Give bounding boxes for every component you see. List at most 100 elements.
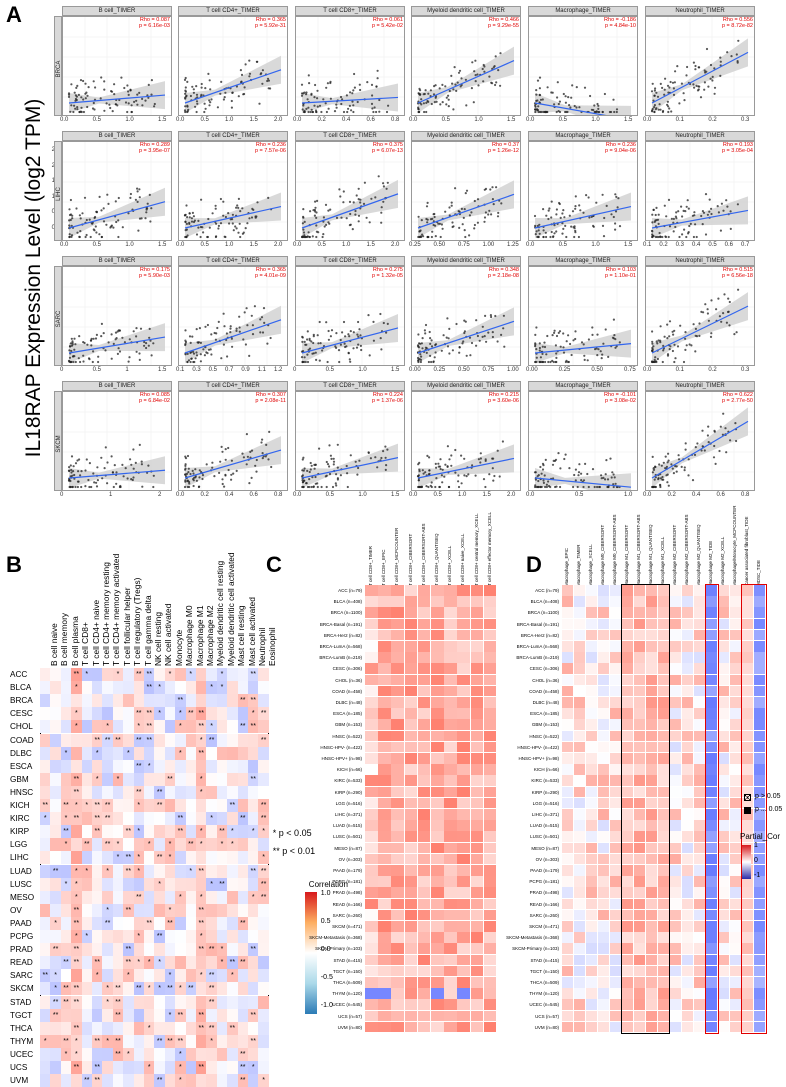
heatmap-cell [365,797,378,809]
data-point [309,110,312,114]
plot-area [178,141,288,241]
data-point [473,227,476,230]
heatmap-cell [227,812,238,826]
data-point [355,194,358,197]
heatmap-cell [378,596,391,607]
heatmap-cell [598,876,610,887]
heatmap-cell [444,999,457,1010]
heatmap-cell [610,954,622,966]
data-point [313,104,316,107]
data-point [668,86,671,89]
rho-value: Rho = 0.193 [722,142,753,148]
data-point [440,474,443,477]
data-point [421,233,424,236]
significance-star: ** [240,919,246,927]
row-label: SKCM (n=471) [529,924,559,929]
data-point [547,360,550,364]
data-point [559,467,562,470]
heatmap-cell [670,585,682,596]
heatmap-cell [365,988,378,999]
x-tick-label: 1.5 [482,492,491,498]
heatmap-cell [670,943,682,954]
scatter-plot: T cell CD4+_TIMER Rho = 0.365 p = 4.01e-09 [178,256,288,366]
data-point [574,231,577,234]
heatmap-cell [431,741,444,753]
heatmap-cell [258,838,269,852]
heatmap-cell [730,820,742,831]
heatmap-cell [610,1021,622,1033]
heatmap-cell [40,799,51,813]
data-point [465,475,468,478]
data-point [149,220,152,223]
x-tick-label: 1.5 [158,367,167,373]
heatmap-cell [102,982,113,996]
data-point [235,327,238,330]
data-point [208,226,211,229]
heatmap-cell [144,681,155,695]
data-point [214,207,217,210]
data-point [487,331,490,334]
column-label: Macrophage M2_TIDE [708,540,713,586]
data-point [224,235,227,239]
plot-title-strip: B cell_TIMER [62,131,172,141]
significance-star: ** [94,828,100,836]
data-point [698,322,701,325]
heatmap-cell [81,799,92,813]
data-point [353,72,356,76]
heatmap-cell [196,903,207,917]
data-point [300,94,304,97]
colorbar-tick: 1 [754,842,758,849]
data-point [425,205,429,208]
significance-star: * [43,815,47,823]
data-point [99,97,102,100]
row-label: LGG (n=516) [532,800,559,806]
heatmap-cell [81,1021,92,1035]
heatmap-cell [457,999,470,1010]
heatmap-cell [81,785,92,799]
data-point [540,485,543,489]
heatmap-cell [457,652,470,663]
heatmap-cell [574,865,586,876]
data-point [453,66,456,69]
heatmap-cell [175,746,186,760]
heatmap-cell [404,730,418,742]
heatmap-cell [123,746,134,760]
data-point [185,94,188,97]
data-point [206,235,209,239]
data-point [197,219,200,222]
data-point [218,471,221,474]
x-tick-label: 0.25 [558,367,571,373]
data-point [491,467,494,470]
scatter-svg [296,142,404,240]
data-point [117,219,120,222]
heatmap-cell [457,1010,470,1022]
data-point [674,70,677,73]
data-point [681,215,684,218]
heatmap-cell [175,916,186,930]
data-point [380,456,383,460]
data-point [219,92,222,95]
significance-star: ** [63,1037,69,1045]
data-point [465,189,469,192]
data-point [308,485,311,489]
heatmap-cell [258,668,269,682]
heatmap-cell [586,909,598,921]
data-point [554,458,558,461]
data-point [668,335,671,338]
heatmap-cell [598,741,610,753]
data-point [673,329,676,332]
heatmap-cell [216,746,228,760]
heatmap-cell [154,746,165,760]
data-point [184,329,187,332]
data-point [555,213,558,216]
data-point [538,87,541,90]
heatmap-cell [378,820,391,831]
heatmap-cell [694,954,706,966]
data-point [320,110,323,114]
data-point [186,360,189,364]
heatmap-cell [610,898,622,910]
heatmap-cell [248,720,259,734]
data-point [434,462,437,465]
data-point [204,325,207,328]
data-point [569,342,572,346]
